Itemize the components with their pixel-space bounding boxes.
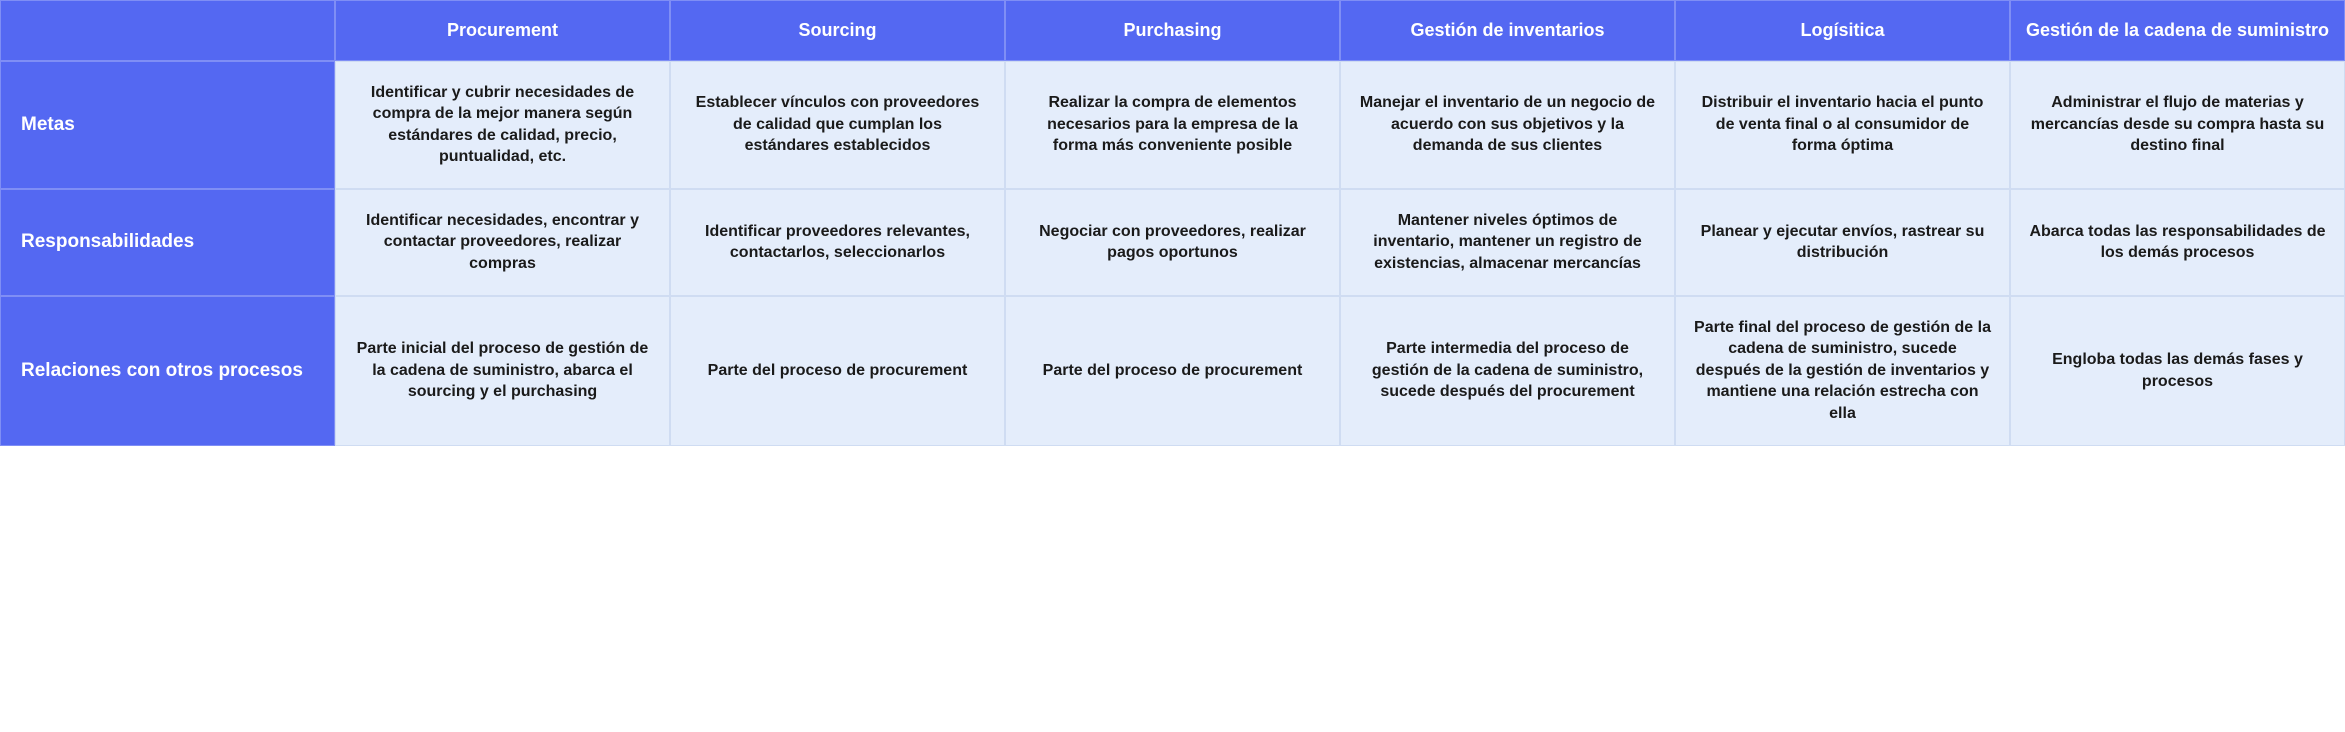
row-header-relaciones: Relaciones con otros procesos [0, 296, 335, 446]
cell-metas-supply-chain: Administrar el flujo de materias y merca… [2010, 61, 2345, 189]
cell-metas-logistics: Distribuir el inventario hacia el punto … [1675, 61, 2010, 189]
col-header-logistics: Logísitica [1675, 0, 2010, 61]
cell-resp-sourcing: Identificar proveedores relevantes, cont… [670, 189, 1005, 296]
cell-resp-inventory: Mantener niveles óptimos de inventario, … [1340, 189, 1675, 296]
cell-metas-inventory: Manejar el inventario de un negocio de a… [1340, 61, 1675, 189]
col-header-inventory: Gestión de inventarios [1340, 0, 1675, 61]
cell-rel-sourcing: Parte del proceso de procurement [670, 296, 1005, 446]
col-header-purchasing: Purchasing [1005, 0, 1340, 61]
cell-rel-inventory: Parte intermedia del proceso de gestión … [1340, 296, 1675, 446]
cell-resp-supply-chain: Abarca todas las responsabilidades de lo… [2010, 189, 2345, 296]
cell-rel-purchasing: Parte del proceso de procurement [1005, 296, 1340, 446]
table-corner-cell [0, 0, 335, 61]
cell-resp-procurement: Identificar necesidades, encontrar y con… [335, 189, 670, 296]
col-header-sourcing: Sourcing [670, 0, 1005, 61]
cell-rel-supply-chain: Engloba todas las demás fases y procesos [2010, 296, 2345, 446]
cell-resp-logistics: Planear y ejecutar envíos, rastrear su d… [1675, 189, 2010, 296]
cell-metas-procurement: Identificar y cubrir necesidades de comp… [335, 61, 670, 189]
col-header-procurement: Procurement [335, 0, 670, 61]
cell-rel-logistics: Parte final del proceso de gestión de la… [1675, 296, 2010, 446]
row-header-responsabilidades: Responsabilidades [0, 189, 335, 296]
cell-resp-purchasing: Negociar con proveedores, realizar pagos… [1005, 189, 1340, 296]
comparison-table: Procurement Sourcing Purchasing Gestión … [0, 0, 2345, 446]
cell-metas-purchasing: Realizar la compra de elementos necesari… [1005, 61, 1340, 189]
cell-rel-procurement: Parte inicial del proceso de gestión de … [335, 296, 670, 446]
row-header-metas: Metas [0, 61, 335, 189]
cell-metas-sourcing: Establecer vínculos con proveedores de c… [670, 61, 1005, 189]
col-header-supply-chain: Gestión de la cadena de suministro [2010, 0, 2345, 61]
